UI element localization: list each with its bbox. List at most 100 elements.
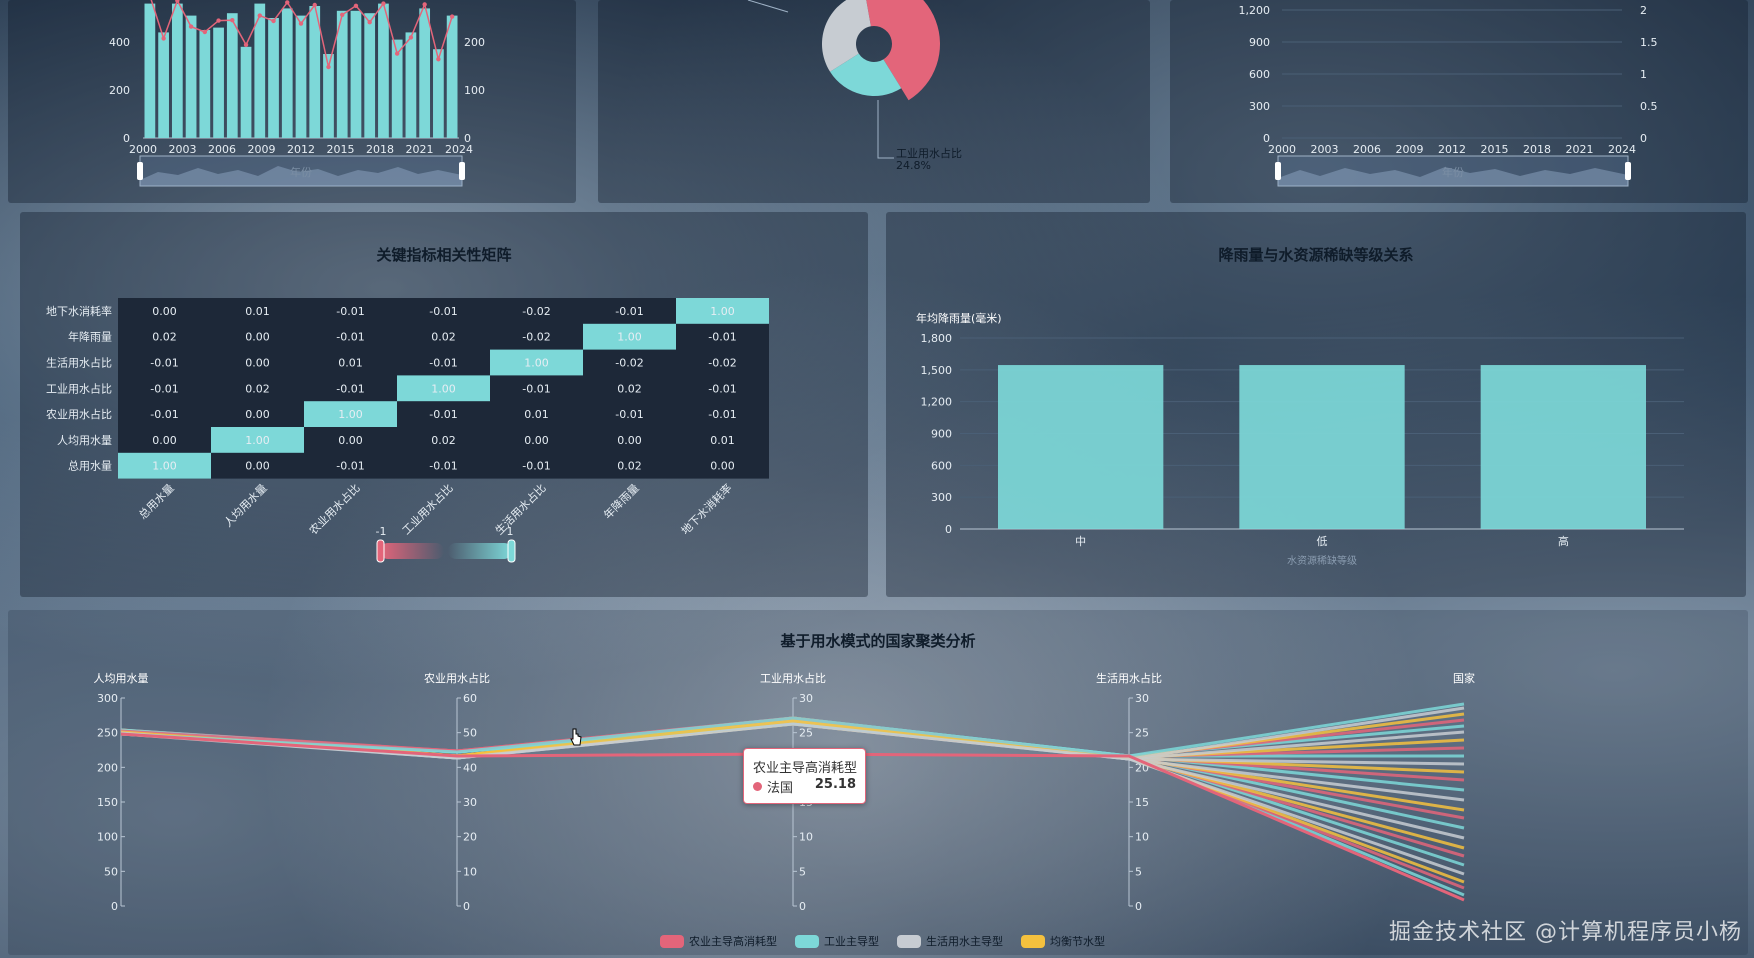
parallel-tick-label: 15 [1135, 796, 1149, 809]
y-tick: 300 [931, 491, 952, 504]
line-point [243, 42, 249, 47]
heatmap-cell-label: -0.01 [615, 305, 643, 318]
x-tick: 2024 [1608, 143, 1636, 156]
pie-label-value: 24.8% [896, 159, 931, 172]
parallel-tick-label: 0 [463, 900, 470, 913]
heatmap-row-label: 人均用水量 [57, 434, 112, 447]
line-point [202, 29, 208, 35]
line-point [298, 21, 304, 26]
heatmap-col-label: 人均用水量 [222, 482, 270, 530]
heatmap-cell-label: -0.01 [708, 408, 736, 421]
pie-label-name: 工业用水占比 [896, 146, 962, 160]
heatmap-cell-label: 0.02 [617, 382, 642, 395]
x-tick: 2018 [1523, 143, 1551, 156]
datazoom-slider [139, 155, 463, 187]
heatmap-cell-label: -0.02 [522, 305, 550, 318]
visualmap-handle [376, 539, 385, 563]
bar [364, 13, 376, 139]
x-tick: 2012 [1438, 143, 1466, 156]
line-point [271, 18, 276, 24]
x-tick: 2018 [366, 143, 394, 156]
heatmap-cell-label: -0.01 [150, 357, 178, 370]
y-tick: 600 [931, 459, 952, 472]
heatmap-cell-label: 1.00 [431, 382, 456, 395]
heatmap-row-label: 年降雨量 [68, 330, 112, 344]
visualmap-bar-high [448, 543, 512, 559]
x-tick: 2024 [445, 143, 473, 156]
parallel-tick-label: 30 [1135, 692, 1149, 705]
heatmap-cell [397, 375, 490, 402]
legend-item-agri[interactable]: 农业主导高消耗型 [660, 933, 777, 949]
parallel-tick-label: 0 [1135, 900, 1142, 913]
legend-item-industry[interactable]: 工业主导型 [795, 933, 879, 949]
heatmap-cell-label: 0.01 [710, 434, 735, 447]
x-tick: 低 [1317, 535, 1328, 548]
heatmap-cell-label: 1.00 [338, 408, 363, 421]
y-tick-left: 0 [123, 132, 130, 145]
heatmap-cell-label: 0.01 [338, 357, 363, 370]
parallel-tick-label: 25 [1135, 727, 1149, 740]
legend-label: 均衡节水型 [1050, 935, 1105, 948]
heatmap-col-label: 生活用水占比 [492, 481, 549, 538]
legend-label: 工业主导型 [824, 935, 879, 948]
parallel-tick-label: 50 [463, 727, 477, 740]
parallel-line [120, 702, 1465, 758]
heatmap-cell-label: -0.01 [522, 460, 550, 473]
heatmap-cell-label: -0.01 [150, 382, 178, 395]
bar [254, 3, 266, 138]
y-tick-right: 100 [464, 84, 485, 97]
heatmap-col-label: 年降雨量 [601, 481, 642, 522]
bar [185, 15, 197, 139]
heatmap-cell-label: -0.01 [429, 305, 457, 318]
x-tick: 高 [1558, 534, 1569, 548]
line-point [230, 18, 235, 23]
x-tick: 2003 [169, 143, 197, 156]
bar [350, 10, 362, 138]
parallel-axis-name: 生活用水占比 [1096, 671, 1162, 685]
legend-item-domestic[interactable]: 生活用水主导型 [897, 933, 1003, 949]
parallel-tick-label: 20 [463, 831, 477, 844]
visualmap-bar-low [380, 543, 444, 559]
heatmap-row-label: 地下水消耗率 [46, 304, 112, 318]
pie-label-line [747, 0, 789, 13]
y-tick: 0 [945, 523, 952, 536]
parallel-tick-label: 150 [97, 796, 118, 809]
pie-slice [822, 0, 871, 72]
heatmap-cell-label: 1.00 [152, 460, 177, 473]
rainfall-title: 降雨量与水资源稀缺等级关系 [1218, 246, 1414, 264]
tooltip-value: 25.18 [814, 777, 856, 792]
bar [336, 10, 348, 138]
bar [378, 3, 389, 138]
legend-swatch [660, 934, 684, 948]
heatmap-cell-label: 0.00 [338, 434, 363, 447]
heatmap-cell-label: -0.01 [336, 382, 364, 395]
heatmap-col-label: 地下水消耗率 [678, 481, 735, 538]
top-left-panel: 0 200 400 0 100 200 2000 2003 2006 2009 2012 2015 20… [8, 0, 576, 203]
bar [998, 365, 1164, 529]
parallel-tick-label: 10 [463, 865, 477, 878]
heatmap-cell-label: -0.01 [522, 382, 550, 395]
parallel-tick-label: 10 [799, 831, 813, 844]
legend-item-balanced[interactable]: 均衡节水型 [1021, 933, 1105, 949]
heatmap-cell-label: -0.01 [708, 331, 736, 344]
heatmap-cell-label: 1.00 [245, 434, 270, 447]
y-tick-left: 400 [109, 36, 130, 49]
heatmap-cell-label: -0.01 [429, 460, 457, 473]
x-tick: 2006 [1353, 143, 1381, 156]
bar [391, 39, 403, 138]
line-point [422, 2, 427, 7]
line-point [381, 1, 386, 6]
line-point [367, 20, 372, 25]
heatmap-cell-label: -0.01 [708, 382, 736, 395]
heatmap-cell-label: 0.00 [245, 331, 270, 344]
bar [268, 18, 279, 138]
heatmap-cell-label: 0.00 [524, 434, 549, 447]
yearly-bar-line-chart: 0 200 400 0 100 200 2000 2003 2006 2009 2012 2015 20… [109, 0, 485, 187]
pie-label-line [877, 100, 894, 159]
heatmap-cell-label: 0.02 [617, 460, 642, 473]
parallel-axis-name: 农业用水占比 [424, 671, 490, 685]
heatmap-title: 关键指标相关性矩阵 [376, 246, 512, 264]
datazoom-slider [1277, 155, 1629, 187]
legend-label: 生活用水主导型 [926, 935, 1003, 948]
line-point [394, 51, 400, 56]
